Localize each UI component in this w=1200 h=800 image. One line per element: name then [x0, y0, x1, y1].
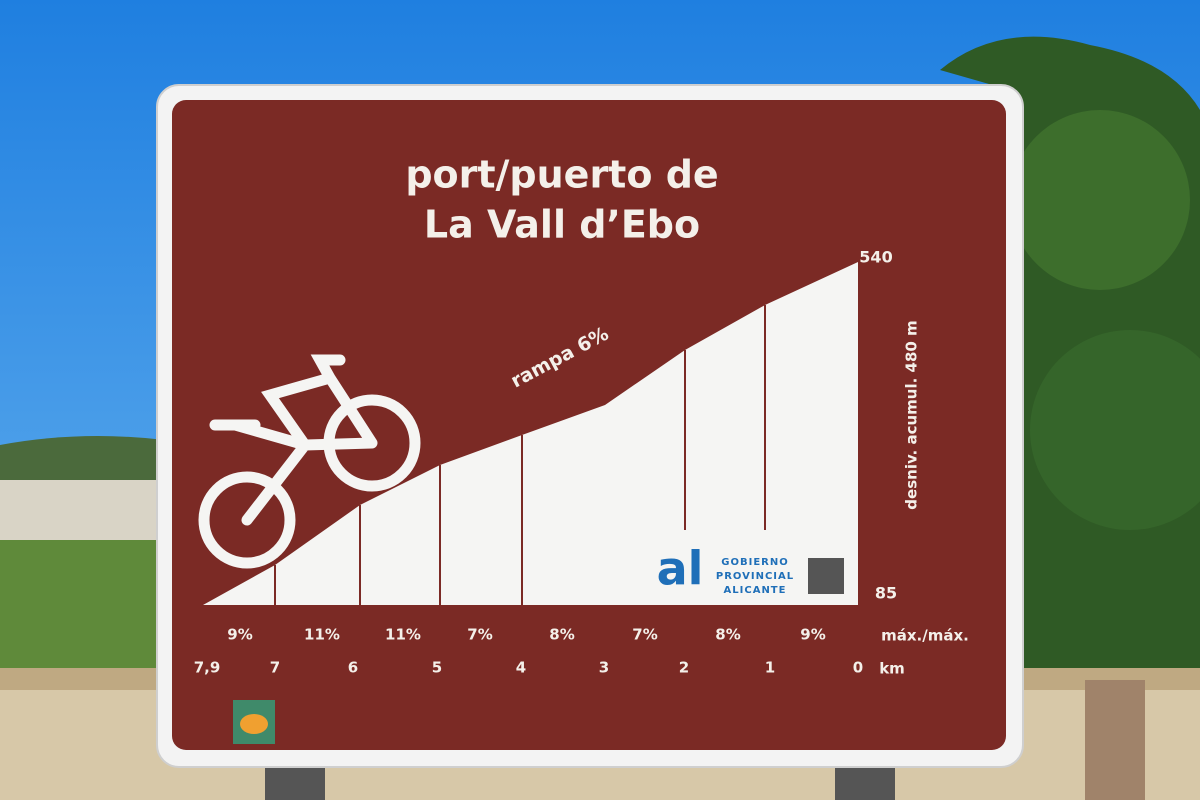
km-mark: 7 [270, 659, 280, 677]
logo-text: GOBIERNO PROVINCIAL ALICANTE [716, 557, 794, 596]
max-gradient: 7% [467, 626, 492, 644]
qr-code [808, 558, 844, 594]
elevation-gain: desniv. acumul. 480 m [903, 320, 921, 509]
km-mark: 6 [348, 659, 358, 677]
km-mark: 1 [765, 659, 775, 677]
km-mark: 0 [853, 659, 863, 677]
title-line2: La Vall d’Ebo [424, 203, 700, 247]
sign-post [835, 765, 895, 800]
town [0, 480, 165, 540]
logo-line: PROVINCIAL [716, 571, 794, 582]
max-label: máx./máx. [881, 627, 969, 645]
logo-mark: al [657, 542, 704, 596]
max-gradient: 9% [800, 626, 825, 644]
elevation-profile [203, 262, 858, 605]
gradient-row: 9% 11% 11% 7% 8% 7% 8% 9% [227, 626, 825, 644]
profile-dividers [274, 305, 766, 605]
km-mark: 3 [599, 659, 609, 677]
sticker-mark [240, 714, 268, 734]
km-mark: 7,9 [194, 659, 221, 677]
km-mark: 4 [516, 659, 526, 677]
elevation-top: 540 [859, 248, 892, 267]
tree-crown [1030, 330, 1200, 530]
tree-crown [1010, 110, 1190, 290]
max-gradient: 7% [632, 626, 657, 644]
bike-icon [198, 354, 421, 569]
post [1085, 680, 1145, 800]
max-gradient: 11% [385, 626, 421, 644]
km-unit: km [879, 660, 905, 678]
km-mark: 2 [679, 659, 689, 677]
title-line1: port/puerto de [405, 153, 718, 197]
max-gradient: 11% [304, 626, 340, 644]
logo-line: GOBIERNO [721, 557, 788, 568]
logo-line: ALICANTE [724, 585, 787, 596]
elevation-bottom: 85 [875, 584, 897, 603]
max-gradient: 8% [549, 626, 574, 644]
km-mark: 5 [432, 659, 442, 677]
max-gradient: 9% [227, 626, 252, 644]
km-row: 7,9 7 6 5 4 3 2 1 0 [194, 659, 864, 677]
bushes [0, 540, 165, 675]
max-gradient: 8% [715, 626, 740, 644]
